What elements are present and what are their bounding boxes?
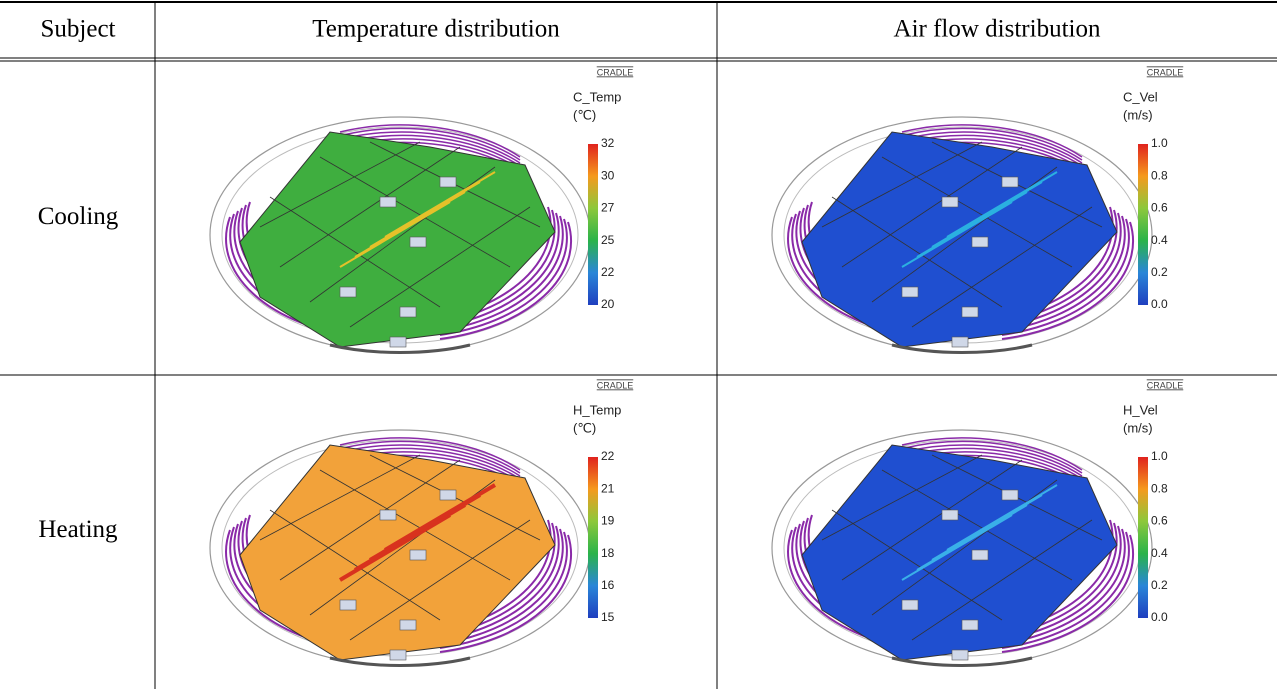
opening xyxy=(902,600,918,610)
legend-tick: 0.0 xyxy=(1151,297,1168,311)
legend-title: C_Vel xyxy=(1123,89,1158,104)
legend-tick: 30 xyxy=(601,168,615,182)
opening xyxy=(952,337,968,347)
legend-tick: 0.4 xyxy=(1151,233,1168,247)
legend-tick: 0.8 xyxy=(1151,481,1168,495)
opening xyxy=(380,510,396,520)
result-panel: CRADLE H_Temp (℃) 22 21 19 18 16 15 xyxy=(210,380,633,666)
legend-tick: 32 xyxy=(601,136,615,150)
legend-unit: (℃) xyxy=(573,420,596,435)
legend-tick: 1.0 xyxy=(1151,136,1168,150)
opening xyxy=(410,550,426,560)
header-cell: Temperature distribution xyxy=(312,16,560,43)
software-brand: CRADLE xyxy=(597,67,634,77)
header-cell: Air flow distribution xyxy=(894,16,1101,43)
legend-tick: 0.8 xyxy=(1151,168,1168,182)
opening xyxy=(952,650,968,660)
legend-tick: 22 xyxy=(601,265,615,279)
opening xyxy=(962,620,978,630)
software-brand: CRADLE xyxy=(1147,380,1184,390)
opening xyxy=(400,307,416,317)
simulation-render xyxy=(210,430,590,666)
software-brand: CRADLE xyxy=(1147,67,1184,77)
table-page: Subject Temperature distribution Air flo… xyxy=(0,0,1277,689)
color-bar xyxy=(588,457,598,618)
opening xyxy=(410,237,426,247)
legend-title: C_Temp xyxy=(573,89,621,104)
opening xyxy=(962,307,978,317)
legend-unit: (m/s) xyxy=(1123,420,1153,435)
opening xyxy=(972,237,988,247)
legend-tick: 21 xyxy=(601,481,615,495)
legend-unit: (m/s) xyxy=(1123,107,1153,122)
opening xyxy=(1002,177,1018,187)
legend-tick: 0.6 xyxy=(1151,201,1168,215)
legend-tick: 16 xyxy=(601,578,615,592)
opening xyxy=(390,337,406,347)
legend-tick: 20 xyxy=(601,297,615,311)
color-bar xyxy=(1138,457,1148,618)
legend-tick: 0.0 xyxy=(1151,610,1168,624)
legend-tick: 0.2 xyxy=(1151,578,1168,592)
legend-unit: (℃) xyxy=(573,107,596,122)
legend-tick: 27 xyxy=(601,201,615,215)
row-label: Heating xyxy=(38,516,118,543)
opening xyxy=(340,600,356,610)
opening xyxy=(440,177,456,187)
legend-tick: 25 xyxy=(601,233,615,247)
legend-title: H_Vel xyxy=(1123,402,1158,417)
result-panel: CRADLE H_Vel (m/s) 1.0 0.8 0.6 0.4 0.2 0.0 xyxy=(772,380,1183,666)
simulation-render xyxy=(772,430,1152,666)
legend-tick: 18 xyxy=(601,546,615,560)
opening xyxy=(340,287,356,297)
opening xyxy=(942,197,958,207)
color-bar xyxy=(1138,144,1148,305)
legend-tick: 15 xyxy=(601,610,615,624)
opening xyxy=(942,510,958,520)
legend-tick: 19 xyxy=(601,514,615,528)
legend-tick: 22 xyxy=(601,449,615,463)
legend-tick: 0.2 xyxy=(1151,265,1168,279)
opening xyxy=(902,287,918,297)
simulation-render xyxy=(210,117,590,353)
color-bar xyxy=(588,144,598,305)
result-panel: CRADLE C_Vel (m/s) 1.0 0.8 0.6 0.4 0.2 0.0 xyxy=(772,67,1183,353)
opening xyxy=(380,197,396,207)
result-panel: CRADLE C_Temp (℃) 32 30 27 25 22 20 xyxy=(210,67,633,353)
software-brand: CRADLE xyxy=(597,380,634,390)
legend-tick: 0.6 xyxy=(1151,514,1168,528)
opening xyxy=(390,650,406,660)
legend-tick: 1.0 xyxy=(1151,449,1168,463)
simulation-render xyxy=(772,117,1152,353)
legend-title: H_Temp xyxy=(573,402,621,417)
opening xyxy=(400,620,416,630)
opening xyxy=(1002,490,1018,500)
row-label: Cooling xyxy=(38,203,119,230)
legend-tick: 0.4 xyxy=(1151,546,1168,560)
opening xyxy=(972,550,988,560)
opening xyxy=(440,490,456,500)
header-cell: Subject xyxy=(41,16,116,43)
